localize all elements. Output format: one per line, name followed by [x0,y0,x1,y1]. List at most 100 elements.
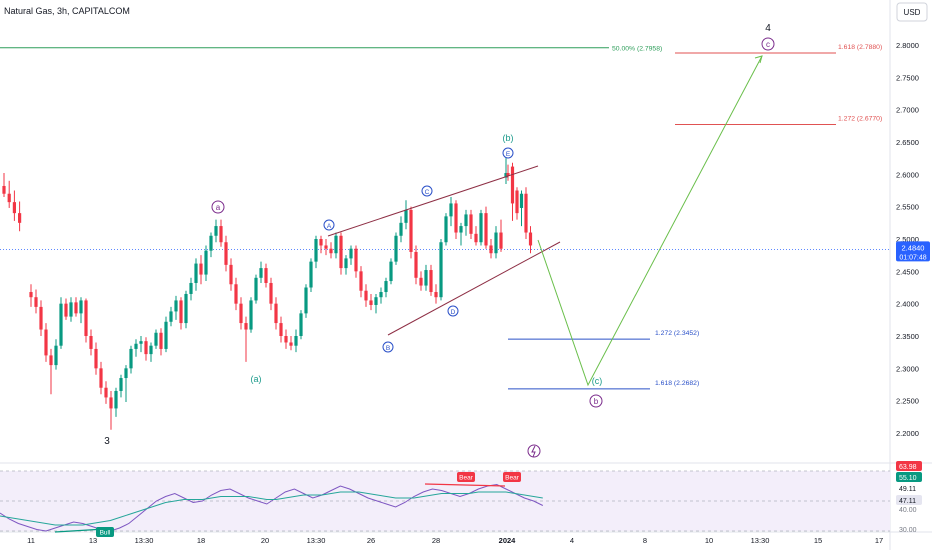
rsi-tick-label: 49.11 [899,486,916,493]
candle-body [134,343,138,349]
candle-body [79,300,83,314]
candle-body [334,235,338,254]
price-tick-label: 2.7000 [896,106,919,115]
candle-body [294,336,298,346]
candle-body [234,284,238,304]
candle-body [99,368,103,388]
rsi-pane: Bear Bear Bull 63.98 55.10 49.11 47.11 40.00 30.… [0,461,922,537]
wave-label-d: D [451,309,456,316]
fib-level-label: 50.00% (2.7958) [612,46,662,53]
fib-level-label: 1.272 (2.3452) [655,330,699,337]
candle-body [489,245,493,254]
candle-body [149,345,153,355]
price-tick-label: 2.8000 [896,41,919,50]
candle-body [239,303,243,324]
fib-level-label: 1.618 (2.2682) [655,380,699,387]
rsi-ma-line [0,491,543,526]
candle-body [69,302,73,317]
rsi-badge-label: Bull [100,530,111,537]
candle-body [369,300,373,305]
candle-body [94,348,98,369]
price-axis[interactable]: 2.8000 2.7500 2.7000 2.6500 2.6000 2.5500 2.50… [896,41,919,438]
time-tick-label: 10 [705,536,713,545]
wave-label-4: 4 [765,23,771,34]
candle-body [89,336,93,349]
candle-body [354,248,358,272]
candle-body [414,251,418,278]
candle-body [374,297,378,305]
candle-body [199,263,203,275]
wave-label-b: B [386,345,390,352]
candle-body [119,378,123,391]
projection-arrowhead [754,55,763,64]
candle-body [474,233,478,243]
time-tick-label: 2024 [499,536,517,545]
candle-body [64,303,68,317]
candle-body [289,342,293,346]
rsi-tick-badge [896,495,922,505]
wave-circle [447,305,459,317]
candle-body [124,368,128,379]
wave-circle [382,341,394,353]
currency-button[interactable] [896,2,928,22]
candle-body [229,264,233,285]
time-tick-label: 26 [367,536,375,545]
price-tick-label: 2.5000 [896,235,919,244]
candle-body [214,226,218,236]
candle-body [12,202,16,214]
candle-body [309,261,313,288]
candle-body [44,329,48,356]
wave-label-e: E [506,151,511,158]
candle-body [179,300,183,324]
wave-circle [211,200,225,214]
candle-body [409,209,413,252]
rsi-tick-label: 40.00 [899,507,917,514]
candle-body [528,232,533,246]
candle-body [510,166,515,204]
candle-body [264,268,268,283]
projection-path [537,55,763,387]
candle-body [399,222,403,236]
candle-body [129,348,133,369]
candle-body [449,203,453,217]
rsi-badge-label: Bear [459,475,474,482]
candle-body [394,235,398,262]
price-tag-bg [896,241,930,262]
candle-body [519,193,524,208]
price-tick-label: 2.4500 [896,267,919,276]
wave-label-c: C [425,189,430,196]
wave-label-b_circle: b [594,397,599,406]
current-price-tag: 2.4840 01:07:48 [896,241,930,262]
price-tick-label: 2.4000 [896,300,919,309]
time-tick-label: 13:30 [307,536,326,545]
candle-body [189,282,193,294]
candle-body [219,226,223,243]
candle-body [254,277,258,301]
candle-body [224,242,228,265]
wedge-lower-line [387,241,561,336]
price-tick-label: 2.3000 [896,364,919,373]
candle-body [244,323,248,330]
rsi-badge [503,472,521,482]
price-tag-value: 2.4840 [902,243,925,252]
candle-body [209,235,213,251]
time-tick-label: 11 [27,536,35,545]
candle-body [114,390,118,409]
candle-body [169,311,173,322]
time-tick-label: 4 [570,536,574,545]
fib-level-label: 1.618 (2.7880) [838,44,882,51]
wave-annotations: a b c A B C D E (a) (b) (c) 3 4 [104,23,775,458]
time-axis[interactable]: 11 13 13:30 18 20 13:30 26 28 2024 4 8 10 13:30 15 17 [27,536,883,545]
candle-body [464,214,468,227]
rsi-tick-label: 63.98 [899,464,917,471]
candle-body [364,290,368,301]
candle-body [269,282,273,304]
candle-body [29,292,33,298]
candle-body [439,242,443,298]
candle-body [204,250,208,275]
candle-body [484,213,488,246]
price-tick-label: 2.2000 [896,429,919,438]
time-tick-label: 13:30 [751,536,770,545]
candle-body [194,263,198,283]
